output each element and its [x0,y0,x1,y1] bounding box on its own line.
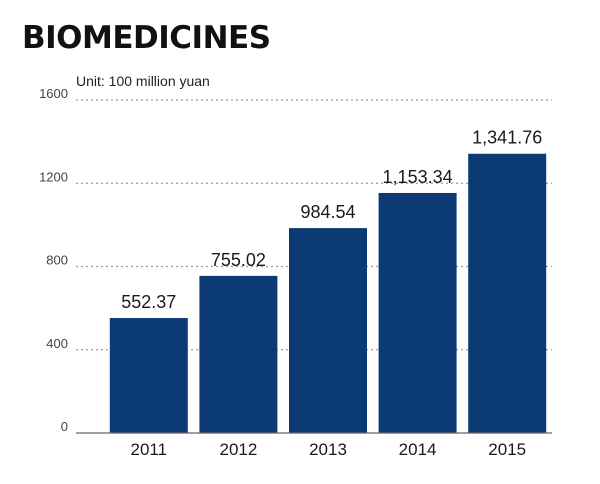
x-tick-label: 2013 [309,440,347,459]
y-tick-label: 1600 [39,86,68,101]
chart-title: BIOMEDICINES [22,20,271,56]
x-tick-label: 2015 [488,440,526,459]
x-tick-label: 2011 [131,440,168,459]
x-tick-label: 2014 [399,440,437,459]
bars [109,153,547,433]
bar-2014 [378,192,457,433]
bar-2015 [468,153,547,433]
y-tick-label: 400 [46,336,68,351]
y-axis-ticks: 0 400 800 1200 1600 [39,86,68,434]
bar-2012 [199,275,278,433]
value-labels: 552.37 755.02 984.54 1,153.34 1,341.76 [121,128,542,312]
bar-2013 [289,228,367,433]
value-label: 1,153.34 [383,167,453,187]
unit-label: Unit: 100 million yuan [76,73,210,89]
y-tick-label: 0 [61,419,68,434]
value-label: 755.02 [211,250,266,270]
y-tick-label: 800 [46,253,68,268]
bar-2011 [109,318,188,433]
value-label: 1,341.76 [472,128,542,148]
category-labels: 2011 2012 2013 2014 2015 [131,440,527,459]
x-tick-label: 2012 [219,440,257,459]
value-label: 552.37 [121,292,176,312]
y-tick-label: 1200 [39,169,68,184]
value-label: 984.54 [300,202,355,222]
